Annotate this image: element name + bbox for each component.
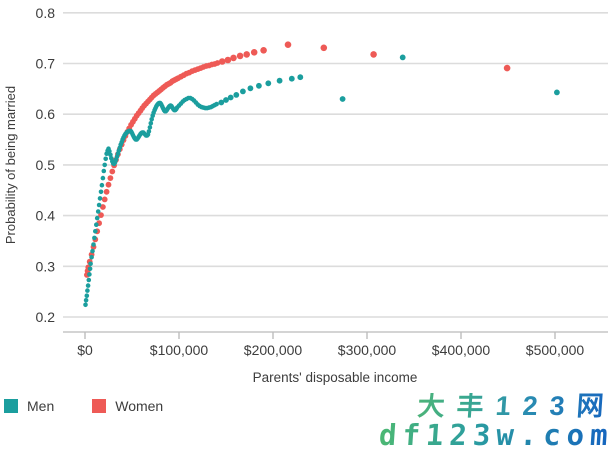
women-color-swatch — [92, 399, 107, 413]
svg-text:$300,000: $300,000 — [338, 342, 397, 358]
svg-text:$0: $0 — [77, 342, 93, 358]
gridlines — [63, 12, 608, 318]
svg-text:0.6: 0.6 — [36, 106, 56, 122]
men-color-swatch — [4, 399, 18, 413]
y-axis-title: Probability of being married — [3, 86, 18, 244]
svg-text:0.3: 0.3 — [36, 258, 56, 274]
svg-text:0.4: 0.4 — [36, 208, 56, 224]
x-axis-title: Parents' disposable income — [253, 370, 418, 385]
svg-text:0.8: 0.8 — [36, 5, 56, 21]
legend: Men Women — [4, 398, 191, 414]
legend-item-women: Women — [92, 398, 163, 414]
x-axis: $0 $100,000 $200,000 $300,000 $400,000 $500,0… — [63, 331, 608, 358]
watermark: 大丰123网 df123w.com — [378, 391, 615, 452]
watermark-site-name: 大丰123网 — [380, 391, 615, 421]
legend-label-men: Men — [27, 398, 55, 414]
scatter-chart: 0.2 0.3 0.4 0.5 0.6 0.7 0.8 $0 $100,000 $200,000… — [3, 5, 608, 385]
svg-text:0.2: 0.2 — [36, 309, 56, 325]
svg-text:$100,000: $100,000 — [150, 342, 209, 358]
svg-text:0.5: 0.5 — [36, 157, 56, 173]
legend-item-men: Men — [4, 398, 54, 414]
legend-label-women: Women — [115, 398, 164, 414]
series-women-points — [84, 41, 511, 278]
watermark-site-url: df123w.com — [378, 417, 615, 452]
svg-text:$400,000: $400,000 — [432, 342, 491, 358]
series-men-points — [83, 54, 560, 308]
y-axis-tick-labels: 0.2 0.3 0.4 0.5 0.6 0.7 0.8 — [36, 5, 56, 325]
svg-text:$200,000: $200,000 — [244, 342, 303, 358]
svg-text:0.7: 0.7 — [36, 56, 56, 72]
svg-text:$500,000: $500,000 — [526, 342, 585, 358]
